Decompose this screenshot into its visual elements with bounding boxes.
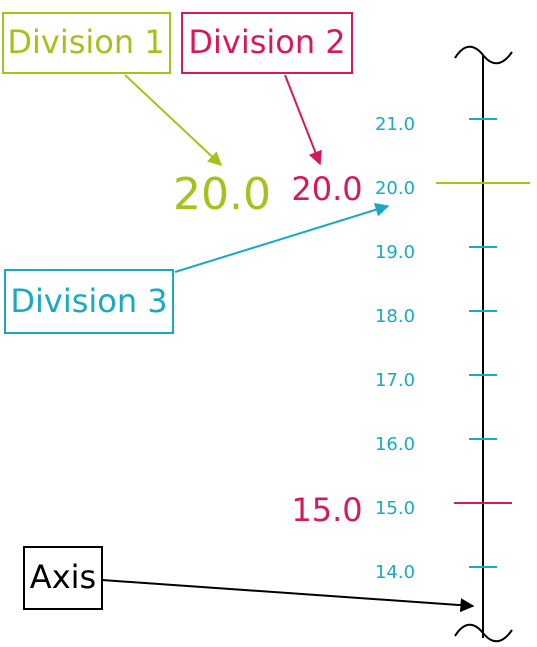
division-3-label: 20.0 [375, 178, 415, 199]
division-3-label: 17.0 [375, 370, 415, 391]
division-3-label: 19.0 [375, 242, 415, 263]
callout-box [181, 12, 353, 74]
axis-break [454, 45, 513, 65]
callout-text: Division 1 [7, 23, 164, 61]
arrow [101, 579, 475, 613]
callout-text: Axis [30, 558, 96, 596]
callout-box [23, 546, 103, 610]
division-3-label: 16.0 [375, 434, 415, 455]
division-3-label: 15.0 [375, 498, 415, 519]
callout-text: Division 3 [10, 282, 167, 320]
axis-break [454, 623, 513, 643]
division-3-label: 14.0 [375, 562, 415, 583]
callout-text: Division 2 [188, 23, 345, 61]
division-2-label: 15.0 [291, 491, 362, 529]
callout-box [4, 269, 174, 334]
division-3-label: 21.0 [375, 114, 415, 135]
division-3-label: 18.0 [375, 306, 415, 327]
arrow [124, 74, 223, 166]
division-2-label: 20.0 [291, 170, 362, 208]
callout-box [2, 12, 171, 74]
arrow [284, 74, 322, 166]
arrow [174, 203, 390, 273]
division-1-label: 20.0 [173, 169, 271, 220]
